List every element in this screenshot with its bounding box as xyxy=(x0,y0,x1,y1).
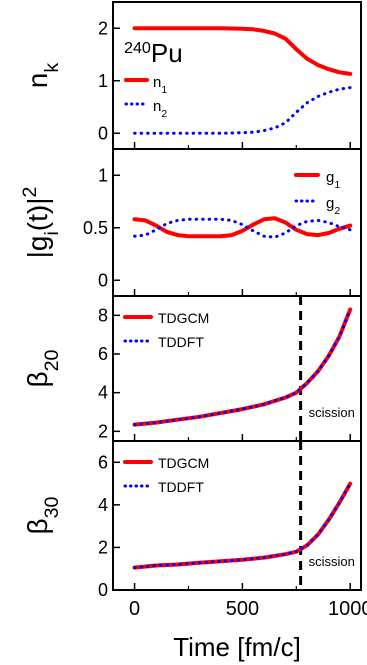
y-tick-label: 1 xyxy=(98,71,108,91)
series-line-n1 xyxy=(132,26,353,76)
panel-frame xyxy=(112,1,362,150)
y-tick-label: 2 xyxy=(98,18,108,38)
legend-label: g2 xyxy=(326,195,340,217)
panel-b20: 2 4 6 8 β20 scission TDGCM TDDFT xyxy=(22,295,362,442)
series-line-g2 xyxy=(133,217,352,239)
panel-frame xyxy=(112,440,362,591)
x-tick-label: 0 xyxy=(129,598,140,620)
series-line-tddft xyxy=(133,308,352,427)
nucleus-label: 240Pu xyxy=(124,38,183,68)
legend: TDGCM TDDFT xyxy=(123,455,209,495)
legend-label: g1 xyxy=(326,169,340,191)
x-tick-label: 500 xyxy=(226,598,259,620)
y-tick-label: 0 xyxy=(98,580,108,600)
x-tick-label: 1000 xyxy=(328,598,367,620)
y-tick-label: 4 xyxy=(98,383,108,403)
y-axis-label: β30 xyxy=(22,496,63,534)
y-axis-label: β20 xyxy=(22,349,63,387)
y-axis-label: |gi(t)|2 xyxy=(19,187,63,259)
series-line-n2 xyxy=(133,86,352,135)
y-tick-label: 4 xyxy=(98,495,108,515)
y-tick-label: 0 xyxy=(98,123,108,143)
y-tick-label: 2 xyxy=(98,421,108,441)
legend-label: n1 xyxy=(153,74,167,96)
series-line-tddft xyxy=(133,482,352,570)
legend-label: TDGCM xyxy=(158,455,209,471)
legend-label: n2 xyxy=(153,98,167,120)
scission-label: scission xyxy=(309,554,355,569)
legend-label: TDGCM xyxy=(158,310,209,326)
y-tick-label: 0.5 xyxy=(83,218,108,238)
y-tick-label: 8 xyxy=(98,305,108,325)
y-tick-label: 0 xyxy=(98,270,108,290)
legend-label: TDDFT xyxy=(158,479,204,495)
panel-b30: 0 2 4 6 β30 scission TDGCM TDDFT 0 500 1000 Time [f… xyxy=(22,440,367,662)
y-tick-label: 6 xyxy=(98,452,108,472)
y-tick-label: 6 xyxy=(98,344,108,364)
x-axis-label: Time [fm/c] xyxy=(173,632,301,662)
y-tick-label: 2 xyxy=(98,537,108,557)
y-tick-label: 1 xyxy=(98,165,108,185)
legend: TDGCM TDDFT xyxy=(123,310,209,350)
scission-label: scission xyxy=(309,405,355,420)
legend-label: TDDFT xyxy=(158,334,204,350)
series-line-g1 xyxy=(132,216,353,239)
y-axis-label: nk xyxy=(22,63,63,89)
